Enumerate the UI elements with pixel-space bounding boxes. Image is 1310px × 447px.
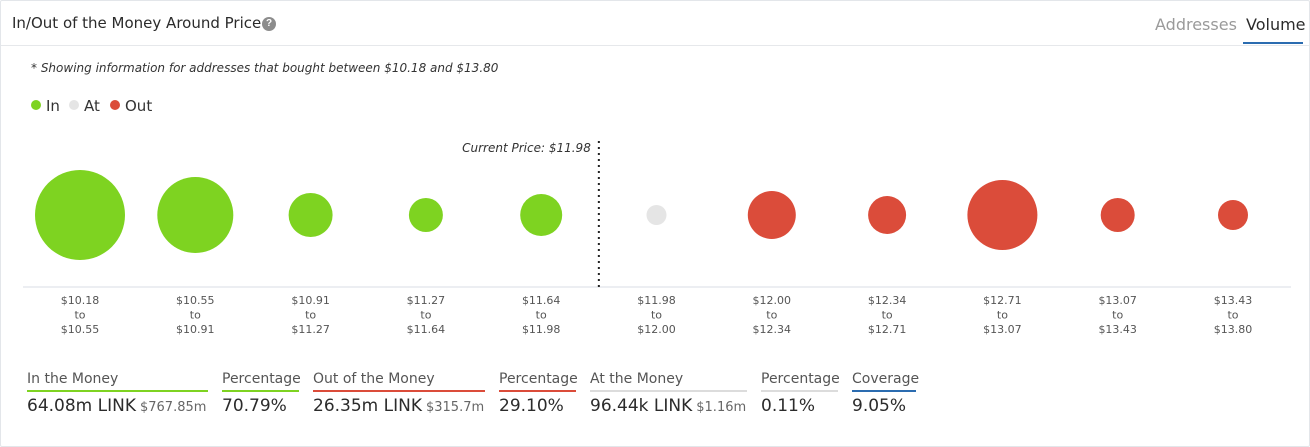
stat-value-coverage: 9.05% [852, 396, 907, 416]
tick-label-3-2: $11.64 [407, 323, 446, 336]
stat-value-out-of-the-money: 26.35m LINK $315.7m [313, 396, 485, 416]
tick-label-7-1: to [882, 309, 893, 322]
bubble-in-2 [288, 193, 333, 237]
stat-at-percentage: Percentage 0.11% [761, 371, 840, 416]
stat-usd-at-the-money: $1.16m [696, 400, 747, 415]
tick-label-2-2: $11.27 [291, 323, 330, 336]
legend-item-out[interactable]: Out [110, 97, 152, 115]
tick-label-5-1: to [651, 309, 662, 322]
tick-label-4-1: to [536, 309, 547, 322]
bubble-at-5 [646, 205, 667, 225]
stat-usd-in-the-money: $767.85m [139, 400, 207, 415]
tick-label-8-0: $12.71 [983, 294, 1022, 307]
tick-label-1-1: to [190, 309, 201, 322]
tick-label-6-0: $12.00 [753, 294, 792, 307]
card-header: In/Out of the Money Around Price ? Addre… [1, 1, 1309, 46]
tick-label-1-2: $10.91 [176, 323, 215, 336]
tick-label-10-0: $13.43 [1214, 294, 1253, 307]
stat-label-at-the-money: At the Money [590, 371, 684, 387]
stat-line-out-percentage [499, 390, 576, 392]
stat-label-out-of-the-money: Out of the Money [313, 371, 435, 387]
tick-label-5-2: $12.00 [637, 323, 676, 336]
tick-label-2-1: to [305, 309, 316, 322]
bubble-out-8 [967, 180, 1038, 250]
tick-label-0-2: $10.55 [61, 323, 100, 336]
legend-dot-out [110, 100, 120, 110]
legend-label-at: At [84, 97, 100, 115]
tick-label-7-0: $12.34 [868, 294, 907, 307]
stat-label-coverage: Coverage [852, 371, 920, 387]
tick-label-6-2: $12.34 [753, 323, 792, 336]
tick-label-7-2: $12.71 [868, 323, 907, 336]
bubble-in-1 [157, 177, 234, 253]
tick-label-6-1: to [766, 309, 777, 322]
legend-label-in: In [46, 97, 60, 115]
stat-usd-out-of-the-money: $315.7m [425, 400, 485, 415]
tick-label-0-0: $10.18 [61, 294, 100, 307]
legend-dot-in [31, 100, 41, 110]
stat-label-in-percentage: Percentage [222, 371, 301, 387]
legend-dot-at [69, 100, 79, 110]
bubble-out-9 [1100, 198, 1135, 232]
stat-line-in-percentage [222, 390, 299, 392]
tick-label-8-2: $13.07 [983, 323, 1022, 336]
stat-line-at-the-money [590, 390, 747, 392]
active-tab-indicator [1243, 42, 1303, 44]
bubble-out-6 [747, 191, 796, 239]
stat-line-coverage [852, 390, 916, 392]
bubble-out-7 [868, 196, 907, 234]
stat-line-in-the-money [27, 390, 208, 392]
stat-value-in-percentage: 70.79% [222, 396, 287, 416]
bubble-in-4 [520, 194, 563, 236]
legend-item-in[interactable]: In [31, 97, 60, 115]
tick-label-10-1: to [1227, 309, 1238, 322]
stat-out-of-the-money: Out of the Money 26.35m LINK $315.7m [313, 371, 485, 416]
current-price-label: Current Price: $11.98 [462, 141, 591, 155]
bubble-in-0 [35, 170, 125, 260]
tick-label-9-1: to [1112, 309, 1123, 322]
stat-in-the-money: In the Money 64.08m LINK $767.85m [27, 371, 208, 416]
tick-label-9-0: $13.07 [1098, 294, 1137, 307]
tick-label-4-0: $11.64 [522, 294, 561, 307]
tick-label-3-0: $11.27 [407, 294, 446, 307]
stat-value-out-percentage: 29.10% [499, 396, 564, 416]
tick-label-2-0: $10.91 [291, 294, 330, 307]
stat-coverage: Coverage 9.05% [852, 371, 920, 416]
stat-line-out-of-the-money [313, 390, 485, 392]
stat-label-out-percentage: Percentage [499, 371, 578, 387]
bubble-chart: Current Price: $11.98$10.18to$10.55$10.5… [23, 141, 1291, 336]
tick-label-9-2: $13.43 [1098, 323, 1137, 336]
stat-out-percentage: Percentage 29.10% [499, 371, 578, 416]
stat-value-in-the-money: 64.08m LINK $767.85m [27, 396, 207, 416]
stat-in-percentage: Percentage 70.79% [222, 371, 301, 416]
stat-line-at-percentage [761, 390, 838, 392]
tab-volume[interactable]: Volume [1246, 15, 1306, 34]
legend-item-at[interactable]: At [69, 97, 100, 115]
stat-label-in-the-money: In the Money [27, 371, 119, 387]
card-title: In/Out of the Money Around Price [12, 14, 262, 32]
stat-at-the-money: At the Money 96.44k LINK $1.16m [590, 371, 747, 416]
tick-label-10-2: $13.80 [1214, 323, 1253, 336]
bubble-in-3 [408, 198, 443, 232]
legend-label-out: Out [125, 97, 153, 115]
stat-value-at-the-money: 96.44k LINK $1.16m [590, 396, 747, 416]
stat-value-at-percentage: 0.11% [761, 396, 816, 416]
tick-label-8-1: to [997, 309, 1008, 322]
tick-label-3-1: to [420, 309, 431, 322]
stat-label-at-percentage: Percentage [761, 371, 840, 387]
tick-label-1-0: $10.55 [176, 294, 215, 307]
tick-label-4-2: $11.98 [522, 323, 561, 336]
tick-label-0-1: to [74, 309, 85, 322]
question-circle-icon[interactable]: ? [262, 17, 276, 31]
range-note: * Showing information for addresses that… [31, 61, 499, 75]
tab-addresses[interactable]: Addresses [1155, 15, 1237, 34]
tick-label-5-0: $11.98 [637, 294, 676, 307]
bubble-out-10 [1218, 200, 1248, 230]
